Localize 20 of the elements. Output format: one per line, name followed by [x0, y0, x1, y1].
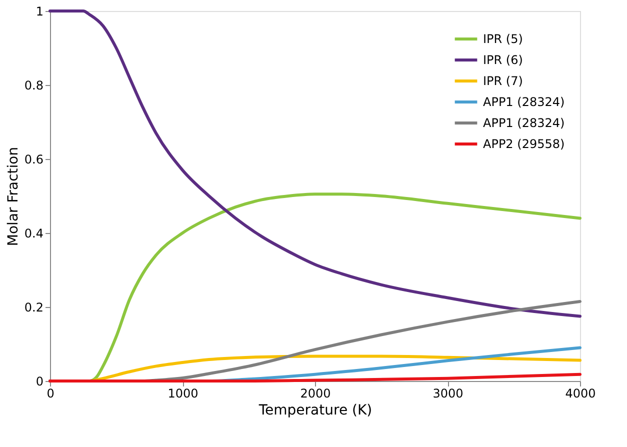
x-tick-label: 4000 [565, 386, 596, 400]
y-tick-label: 1 [36, 4, 44, 18]
x-tick-label: 1000 [168, 386, 198, 400]
legend-label: IPR (6) [483, 53, 523, 67]
y-tick-label: 0.2 [24, 300, 44, 314]
x-tick-label: 2000 [300, 386, 331, 400]
x-axis-title: Temperature (K) [258, 402, 372, 418]
legend-label: APP1 (28324) [483, 95, 565, 109]
y-tick-label: 0.8 [24, 78, 44, 92]
legend-label: APP2 (29558) [483, 137, 565, 151]
y-tick-label: 0.4 [24, 226, 44, 240]
y-tick-label: 0.6 [24, 152, 44, 166]
line-series [48, 10, 582, 318]
legend-label: IPR (5) [483, 32, 523, 46]
legend-label: APP1 (28324) [483, 116, 565, 130]
y-axis-title: Molar Fraction [5, 146, 22, 246]
x-tick-label: 0 [46, 386, 54, 400]
legend-label: IPR (7) [483, 74, 523, 88]
y-tick-label: 0 [36, 374, 44, 388]
x-tick-label: 3000 [432, 386, 464, 400]
